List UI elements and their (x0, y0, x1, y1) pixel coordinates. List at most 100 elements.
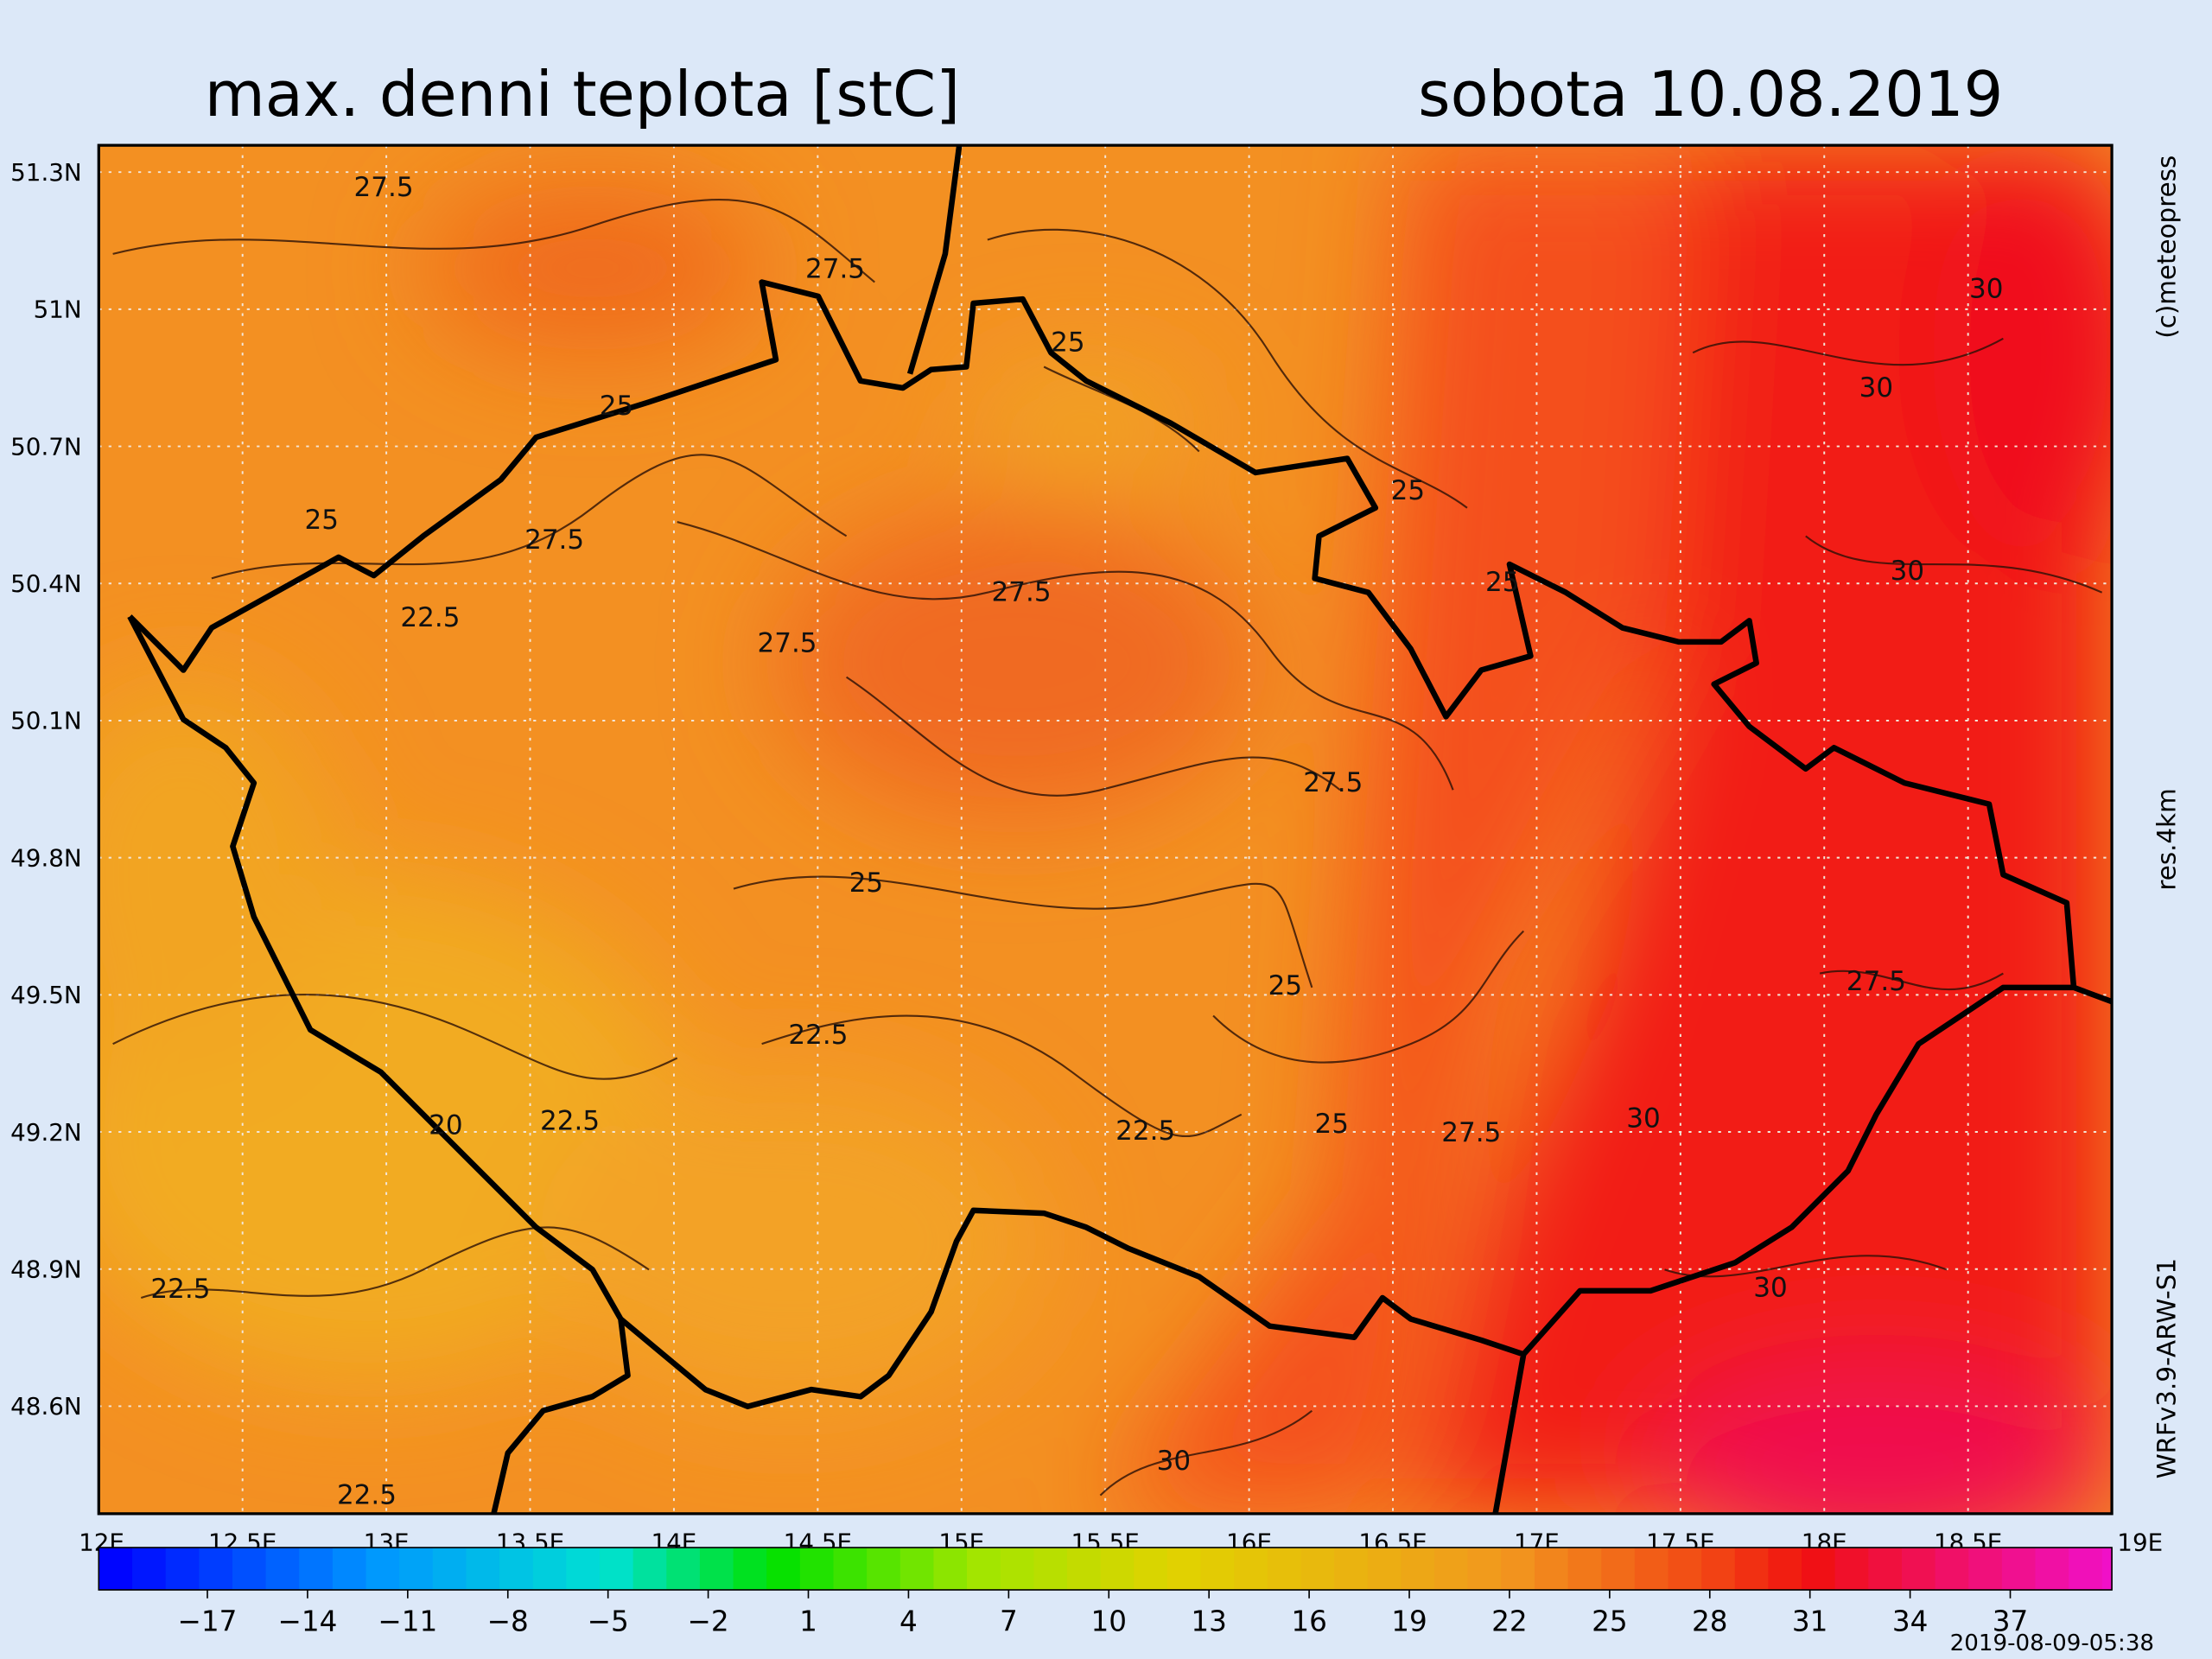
latitude-label: 50.7N (10, 432, 82, 461)
colorbar-block (199, 1548, 233, 1590)
colorbar-block (600, 1548, 634, 1590)
colorbar-block (2001, 1548, 2037, 1590)
colorbar-label: 7 (1000, 1605, 1018, 1637)
colorbar-label: 4 (899, 1605, 918, 1637)
colorbar-block (1033, 1548, 1068, 1590)
colorbar-block (899, 1548, 935, 1590)
colorbar-block (2069, 1548, 2103, 1590)
colorbar-block (766, 1548, 801, 1590)
colorbar-block (265, 1548, 301, 1590)
colorbar-block (566, 1548, 601, 1590)
contour-label: 27.5 (992, 577, 1052, 608)
colorbar-block (2035, 1548, 2069, 1590)
latitude-label: 50.4N (10, 569, 82, 598)
colorbar-block (1834, 1548, 1870, 1590)
colorbar-block (132, 1548, 167, 1590)
contour-label: 30 (1969, 273, 2003, 304)
colorbar-block (1968, 1548, 2003, 1590)
contour-label: 27.5 (354, 172, 414, 203)
colorbar-label: −11 (378, 1605, 437, 1637)
contour-label: 25 (1391, 475, 1425, 506)
latitude-label: 49.5N (10, 981, 82, 1009)
colorbar-block (1367, 1548, 1402, 1590)
contour-label: 27.5 (1847, 966, 1906, 997)
contour-label: 27.5 (805, 254, 865, 285)
colorbar: −17 −14 −11 −8 −5 −2 1 4 7 10 13 16 19 22 25 28 31 34 37 (99, 1548, 2113, 1637)
colorbar-label: 25 (1592, 1605, 1628, 1637)
colorbar-block (1300, 1548, 1335, 1590)
contour-label: 30 (1753, 1272, 1787, 1303)
colorbar-block (1668, 1548, 1702, 1590)
colorbar-block (867, 1548, 901, 1590)
contour-label: 25 (1485, 567, 1519, 598)
latitude-label: 51N (34, 296, 82, 324)
contour-label: 27.5 (1441, 1117, 1501, 1148)
colorbar-label: 19 (1391, 1605, 1427, 1637)
contour-label: 20 (429, 1110, 462, 1141)
colorbar-block (1401, 1548, 1435, 1590)
latitude-label: 49.8N (10, 843, 82, 872)
colorbar-label: −14 (277, 1605, 337, 1637)
colorbar-label: −8 (487, 1605, 529, 1637)
colorbar-block (1802, 1548, 1836, 1590)
colorbar-label: 22 (1491, 1605, 1528, 1637)
contour-label: 27.5 (1303, 767, 1363, 798)
contour-label: 30 (1859, 372, 1893, 404)
contour-label: 25 (1051, 327, 1084, 359)
colorbar-label: −2 (688, 1605, 729, 1637)
colorbar-block (1935, 1548, 1970, 1590)
contour-label: 22.5 (337, 1479, 397, 1510)
colorbar-block (1066, 1548, 1102, 1590)
contour-labels: 27.5 27.5 25 25 25 25 27.5 30 30 30 27.5 25 22.5 27.5… (150, 172, 2003, 1510)
contour-label: 22.5 (150, 1274, 210, 1305)
colorbar-block (99, 1548, 133, 1590)
contour-label: 25 (305, 505, 339, 536)
colorbar-block (1000, 1548, 1035, 1590)
contour-label: 25 (1268, 970, 1302, 1001)
colorbar-label: 13 (1191, 1605, 1227, 1637)
colorbar-block (799, 1548, 835, 1590)
colorbar-block (365, 1548, 400, 1590)
colorbar-block (1868, 1548, 1903, 1590)
colorbar-block (1768, 1548, 1802, 1590)
map-frame (97, 143, 2113, 1516)
colorbar-label: 10 (1090, 1605, 1127, 1637)
credit-text: (c)meteopress (2152, 156, 2182, 339)
temperature-field: 27.5 27.5 25 25 25 25 27.5 30 30 30 27.5 25 22.5 27.5… (99, 145, 2113, 1514)
colorbar-frame (98, 1547, 2113, 1591)
contour-label: 22.5 (400, 602, 460, 633)
contour-label: 22.5 (788, 1020, 848, 1051)
colorbar-block (332, 1548, 367, 1590)
contour-label: 25 (849, 868, 883, 899)
colorbar-block (1734, 1548, 1770, 1590)
colorbar-block (699, 1548, 734, 1590)
colorbar-label: 28 (1692, 1605, 1728, 1637)
map-title: max. denni teplota [stC] (205, 58, 960, 130)
colorbar-block (1100, 1548, 1135, 1590)
colorbar-block (1434, 1548, 1469, 1590)
longitude-label: 19E (2117, 1528, 2163, 1556)
contour-label: 22.5 (540, 1106, 600, 1137)
colorbar-block (532, 1548, 568, 1590)
colorbar-label: −17 (178, 1605, 238, 1637)
colorbar-block (399, 1548, 434, 1590)
colorbar-block (632, 1548, 668, 1590)
colorbar-block (1234, 1548, 1268, 1590)
contour-label: 30 (1891, 556, 1924, 587)
colorbar-label: −5 (588, 1605, 629, 1637)
contour-label: 22.5 (1116, 1116, 1175, 1147)
colorbar-block (432, 1548, 467, 1590)
colorbar-block (666, 1548, 701, 1590)
contour-label: 25 (600, 391, 633, 422)
colorbar-block (1701, 1548, 1736, 1590)
latitude-label: 50.1N (10, 707, 82, 735)
credits: (c)meteopress res.4km WRFv3.9-ARW-S1 (2152, 156, 2182, 1479)
colorbar-block (933, 1548, 968, 1590)
colorbar-block (1501, 1548, 1535, 1590)
contour-lines (112, 199, 2103, 1497)
colorbar-block (232, 1548, 267, 1590)
colorbar-block (733, 1548, 768, 1590)
colorbar-block (499, 1548, 534, 1590)
colorbar-block (1166, 1548, 1202, 1590)
